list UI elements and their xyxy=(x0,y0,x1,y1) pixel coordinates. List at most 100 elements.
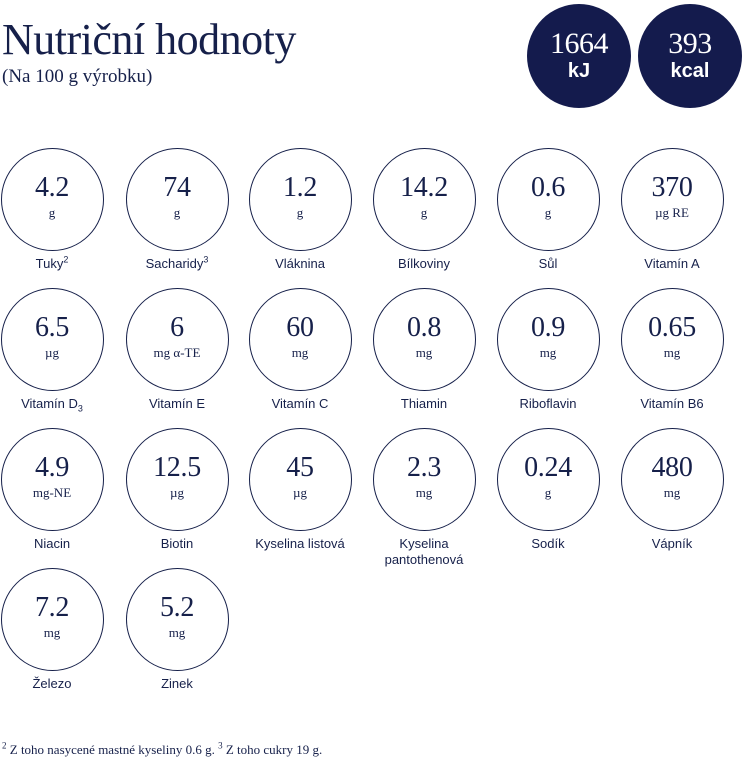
nutrient-value: 6 xyxy=(170,311,184,343)
footnote-marker-2: 2 xyxy=(2,740,7,751)
energy-kcal-value: 393 xyxy=(668,27,712,60)
nutrient-label: Vitamín D3 xyxy=(0,396,114,413)
nutrient-value: 370 xyxy=(651,171,693,203)
nutrient-item: 74 g Sacharidy3 xyxy=(115,148,239,272)
energy-kj-value: 1664 xyxy=(550,27,609,60)
nutrient-value: 60 xyxy=(286,311,314,343)
nutrient-label-text: Vápník xyxy=(651,536,693,551)
nutrient-item: 4.2 g Tuky2 xyxy=(0,148,114,272)
nutrient-label: Riboflavin xyxy=(486,396,610,412)
nutrient-unit: µg xyxy=(170,484,184,500)
nutrient-label-text: Thiamin xyxy=(400,396,448,411)
nutrient-label-text: Vitamín A xyxy=(644,256,700,271)
nutrient-label-text: Vitamín B6 xyxy=(640,396,704,411)
nutrient-circle: 0.24 g xyxy=(496,428,600,531)
nutrient-value: 0.9 xyxy=(530,311,566,343)
footnote: 2 Z toho nasycené mastné kyseliny 0.6 g.… xyxy=(2,740,323,758)
nutrient-circle: 0.8 mg xyxy=(372,288,476,391)
nutrient-circle: 6 mg α-TE xyxy=(125,288,229,391)
nutrient-circle: 2.3 mg xyxy=(372,428,476,531)
nutrient-unit: g xyxy=(48,204,56,220)
nutrient-circle: 1.2 g xyxy=(248,148,352,251)
nutrient-label-text: Vitamín D xyxy=(21,396,78,411)
page-subtitle: (Na 100 g výrobku) xyxy=(2,66,153,87)
nutrient-value: 12.5 xyxy=(153,451,201,483)
nutrient-label: Thiamin xyxy=(362,396,486,412)
nutrient-circle: 0.9 mg xyxy=(496,288,600,391)
footnote-marker-3: 3 xyxy=(218,740,223,751)
nutrient-item: 0.24 g Sodík xyxy=(486,428,610,552)
nutrient-label: Niacin xyxy=(0,536,114,552)
nutrient-circle: 60 mg xyxy=(248,288,352,391)
nutrient-label: Kyselina listová xyxy=(238,536,362,552)
nutrient-value: 14.2 xyxy=(400,171,448,203)
nutrient-label: Tuky2 xyxy=(0,255,114,272)
nutrient-label-text: Sůl xyxy=(538,256,558,271)
nutrient-label-text: Bílkoviny xyxy=(397,256,451,271)
nutrient-value: 4.9 xyxy=(34,451,70,483)
nutrient-value: 2.3 xyxy=(406,451,442,483)
nutrient-label: Zinek xyxy=(115,676,239,692)
nutrient-unit: mg xyxy=(663,484,681,500)
nutrient-label: Sodík xyxy=(486,536,610,552)
nutrient-label-text: Železo xyxy=(32,676,72,691)
nutrient-label-text: Sodík xyxy=(531,536,565,551)
nutrient-unit: mg-NE xyxy=(32,484,72,500)
nutrient-unit: mg xyxy=(415,344,433,360)
energy-kcal-unit: kcal xyxy=(670,60,710,82)
nutrient-item: 14.2 g Bílkoviny xyxy=(362,148,486,272)
nutrient-label-text: Biotin xyxy=(160,536,194,551)
nutrient-value: 6.5 xyxy=(34,311,70,343)
nutrient-label-text: Vitamín E xyxy=(148,396,206,411)
nutrient-item: 5.2 mg Zinek xyxy=(115,568,239,692)
nutrient-label-text: Zinek xyxy=(161,676,193,691)
nutrient-item: 60 mg Vitamín C xyxy=(238,288,362,412)
nutrient-label: Vitamín B6 xyxy=(610,396,734,412)
nutrient-label: Vitamín A xyxy=(610,256,734,272)
nutrient-value: 0.65 xyxy=(648,311,696,343)
nutrient-circle: 7.2 mg xyxy=(0,568,104,671)
nutrient-unit: mg xyxy=(291,344,309,360)
nutrient-item: 12.5 µg Biotin xyxy=(115,428,239,552)
nutrient-unit: µg xyxy=(45,344,59,360)
nutrient-circle: 4.2 g xyxy=(0,148,104,251)
nutrient-item: 7.2 mg Železo xyxy=(0,568,114,692)
nutrient-circle: 14.2 g xyxy=(372,148,476,251)
nutrient-circle: 12.5 µg xyxy=(125,428,229,531)
nutrient-label-text: Kyselina listová xyxy=(255,536,345,551)
nutrient-circle: 480 mg xyxy=(620,428,724,531)
nutrient-value: 1.2 xyxy=(282,171,318,203)
nutrient-label: Kyselina pantothenová xyxy=(362,536,486,568)
nutrient-label-text: Sacharidy xyxy=(145,256,204,271)
nutrient-label-text: Kyselina pantothenová xyxy=(384,536,464,567)
nutrient-value: 0.8 xyxy=(406,311,442,343)
nutrient-label: Železo xyxy=(0,676,114,692)
nutrient-unit: g xyxy=(544,204,552,220)
nutrient-unit: µg xyxy=(293,484,307,500)
nutrient-item: 1.2 g Vláknina xyxy=(238,148,362,272)
energy-kj-badge: 1664 kJ xyxy=(527,4,631,108)
footnote-text-sugar: Z toho cukry 19 g. xyxy=(222,742,323,757)
page-title: Nutriční hodnoty xyxy=(2,15,296,64)
footnote-text-fat: Z toho nasycené mastné kyseliny 0.6 g. xyxy=(6,742,219,757)
nutrient-unit: g xyxy=(173,204,181,220)
nutrient-unit: mg xyxy=(415,484,433,500)
nutrient-item: 370 µg RE Vitamín A xyxy=(610,148,734,272)
nutrient-unit: µg RE xyxy=(655,204,689,220)
nutrient-circle: 74 g xyxy=(125,148,229,251)
nutrient-circle: 4.9 mg-NE xyxy=(0,428,104,531)
nutrient-item: 6 mg α-TE Vitamín E xyxy=(115,288,239,412)
nutrient-value: 74 xyxy=(163,171,191,203)
nutrient-circle: 0.6 g xyxy=(496,148,600,251)
nutrient-item: 0.8 mg Thiamin xyxy=(362,288,486,412)
nutrient-grid: 4.2 g Tuky2 74 g Sacharidy3 1.2 g Vláknina 14.2 g B… xyxy=(0,148,734,692)
nutrient-footnote-marker: 3 xyxy=(203,254,209,265)
nutrient-item: 0.6 g Sůl xyxy=(486,148,610,272)
nutrient-label: Vitamín E xyxy=(115,396,239,412)
nutrient-item: 0.9 mg Riboflavin xyxy=(486,288,610,412)
nutrient-label: Sůl xyxy=(486,256,610,272)
energy-kj-unit: kJ xyxy=(567,60,591,82)
nutrient-label-text: Vitamín C xyxy=(271,396,329,411)
nutrient-item: 0.65 mg Vitamín B6 xyxy=(610,288,734,412)
nutrient-label: Vápník xyxy=(610,536,734,552)
